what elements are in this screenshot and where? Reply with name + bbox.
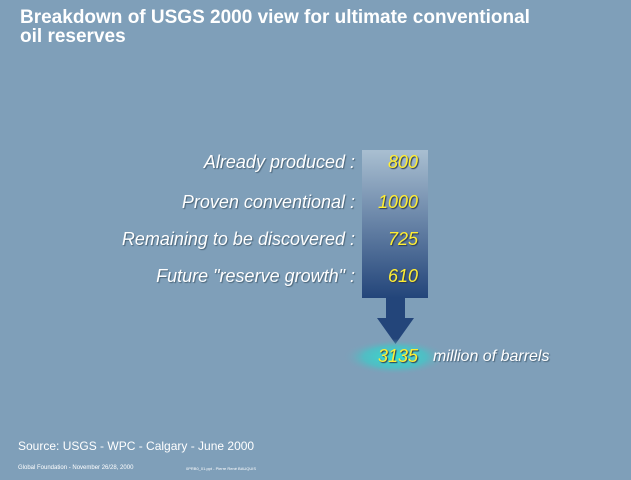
item-label: Proven conventional : (181, 192, 355, 212)
item-value: 610 (387, 266, 418, 286)
item: Already produced : 800 (0, 152, 631, 176)
arrow (377, 298, 414, 344)
item: Proven conventional : 1000 (0, 192, 631, 216)
item-label: Remaining to be discovered : (121, 229, 355, 249)
item: Remaining to be discovered : 725 (0, 229, 631, 253)
column (362, 150, 428, 298)
item-label: Already produced : (203, 152, 355, 172)
item-value: 1000 (377, 192, 418, 212)
total-unit: million of barrels (433, 348, 550, 365)
item: Future "reserve growth" : 610 (0, 266, 631, 290)
title: Breakdown of USGS 2000 view for ultimate… (20, 7, 530, 47)
item-label: Future "reserve growth" : (156, 266, 355, 286)
item-value: 800 (387, 152, 418, 172)
item-value: 725 (387, 229, 418, 249)
total-value: 3135 (377, 346, 418, 366)
footer: Global Foundation - November 26/28, 2000 (18, 465, 134, 471)
file-name: 0PRB0_01.ppt - Pierre René BAUQUIS (186, 466, 257, 471)
glow (343, 339, 447, 375)
source: Source: USGS - WPC - Calgary - June 2000 (18, 439, 255, 453)
